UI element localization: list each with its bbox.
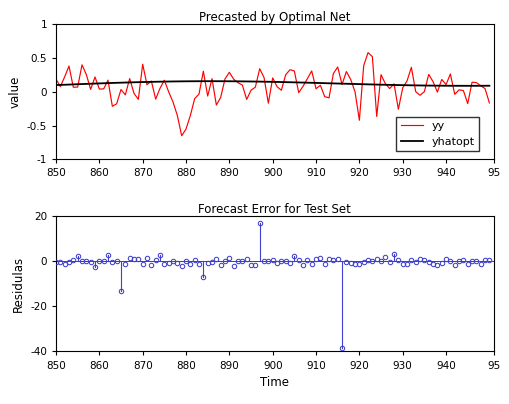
yy — [53, 77, 59, 82]
yy — [83, 72, 90, 77]
yhatopt — [361, 82, 367, 87]
yy — [387, 86, 393, 91]
Y-axis label: value: value — [8, 76, 21, 108]
yhatopt — [317, 81, 323, 86]
yhatopt — [257, 79, 263, 84]
yy — [257, 66, 263, 71]
Legend: yy, yhatopt: yy, yhatopt — [397, 117, 479, 151]
yy — [365, 50, 371, 55]
yhatopt — [382, 82, 388, 87]
yy — [179, 133, 185, 138]
Title: Precasted by Optimal Net: Precasted by Optimal Net — [199, 11, 351, 24]
yhatopt — [53, 83, 59, 88]
Line: yy: yy — [56, 53, 489, 136]
yhatopt — [465, 83, 471, 88]
Y-axis label: Residulas: Residulas — [12, 256, 24, 312]
Line: yhatopt: yhatopt — [56, 81, 489, 86]
X-axis label: Time: Time — [261, 376, 289, 389]
yy — [486, 101, 492, 105]
yhatopt — [161, 79, 167, 84]
yhatopt — [83, 82, 90, 86]
yy — [161, 78, 167, 83]
Title: Forecast Error for Test Set: Forecast Error for Test Set — [199, 203, 351, 216]
yhatopt — [486, 83, 492, 88]
yy — [317, 83, 323, 88]
yy — [361, 63, 367, 68]
yhatopt — [209, 79, 215, 84]
